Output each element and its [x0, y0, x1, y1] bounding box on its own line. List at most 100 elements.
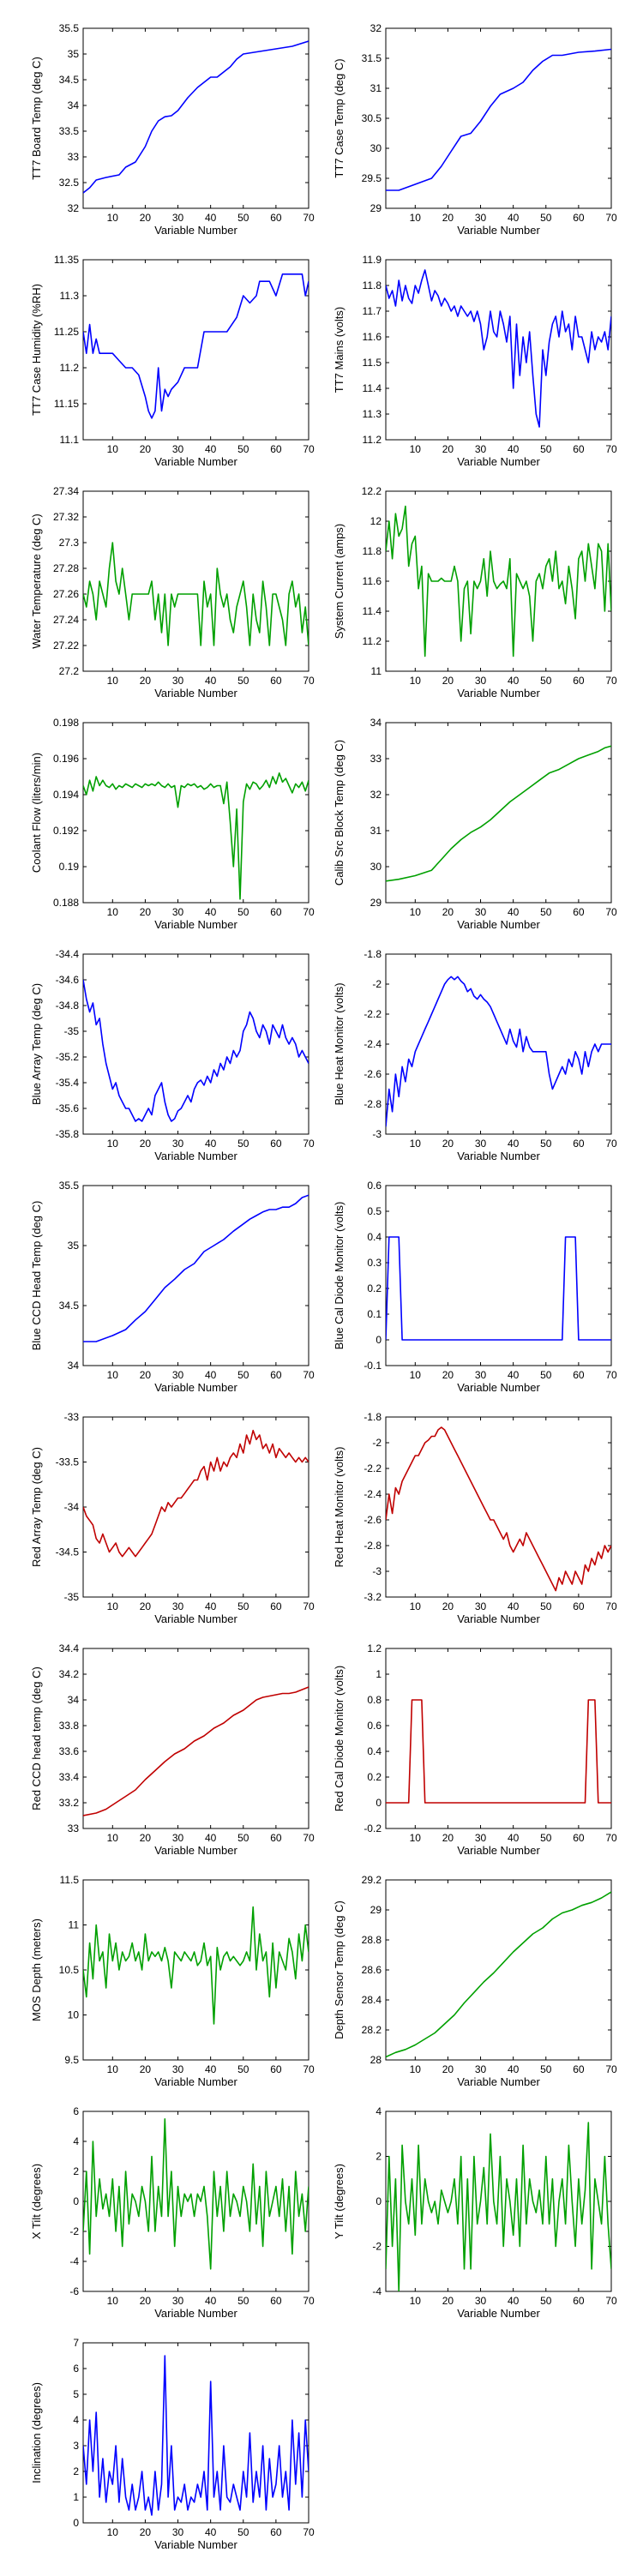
x-tick-label: 10: [410, 1369, 422, 1381]
x-axis-label: Variable Number: [154, 224, 237, 237]
y-tick-label: 0.2: [367, 1771, 382, 1783]
x-tick-label: 30: [475, 2063, 487, 2075]
x-tick-label: 40: [508, 212, 520, 224]
chart-19: 10 20 30 40 50 60 70 -6 -4 -2 0 2 4 6 Variable Number X…: [30, 2105, 315, 2320]
chart-14: 10 20 30 40 50 60 70 -3.2 -3 -2.8 -2.6 -2.4 -2.2 -2 -1…: [333, 1411, 617, 1625]
y-axis-label: Calib Src Block Temp (deg C): [333, 740, 346, 886]
y-tick-label: -0.2: [364, 1822, 382, 1834]
x-axis-label: Variable Number: [154, 2075, 237, 2088]
x-tick-label: 40: [508, 1600, 520, 1612]
x-tick-label: 30: [475, 443, 487, 455]
x-tick-label: 50: [237, 1832, 249, 1844]
x-axis-label: Variable Number: [457, 1150, 540, 1162]
y-tick-label: 0: [73, 2517, 79, 2529]
x-tick-label: 30: [172, 212, 184, 224]
x-tick-label: 30: [172, 2526, 184, 2538]
y-axis-label: X Tilt (degrees): [30, 2164, 43, 2239]
y-axis-label: TT7 Case Humidity (%RH): [30, 284, 43, 416]
x-axis-label: Variable Number: [154, 918, 237, 931]
plot-frame: [82, 722, 309, 904]
x-tick-label: 30: [172, 443, 184, 455]
y-tick-label: 11.35: [54, 254, 79, 266]
chart-5: 10 20 30 40 50 60 70 27.2 27.22 27.24 27.26 27.28 27…: [30, 485, 315, 700]
plot-frame: [82, 27, 309, 209]
x-tick-label: 70: [605, 212, 617, 224]
x-tick-label: 40: [508, 1369, 520, 1381]
x-tick-label: 70: [303, 1832, 315, 1844]
x-tick-label: 10: [107, 1138, 119, 1150]
x-tick-label: 20: [442, 1369, 454, 1381]
x-tick-label: 10: [410, 212, 422, 224]
y-tick-label: -4: [69, 2255, 79, 2267]
y-tick-label: -34.6: [56, 974, 80, 986]
y-tick-label: 11.3: [363, 408, 382, 420]
x-tick-label: 50: [237, 2063, 249, 2075]
chart-1: 10 20 30 40 50 60 70 32 32.5 33 33.5 34 34.5 35 35.5 Va…: [30, 22, 315, 237]
x-tick-label: 30: [475, 1138, 487, 1150]
y-tick-label: 34.2: [59, 1668, 80, 1680]
y-tick-label: 0.198: [53, 717, 79, 729]
x-tick-label: 70: [303, 443, 315, 455]
x-tick-label: 50: [237, 212, 249, 224]
series-line: [386, 745, 611, 882]
series-line: [83, 2355, 309, 2516]
x-tick-label: 50: [540, 906, 552, 918]
y-tick-label: -33.5: [56, 1456, 80, 1468]
x-tick-label: 20: [442, 1600, 454, 1612]
x-tick-label: 30: [172, 675, 184, 687]
y-tick-label: -0.1: [364, 1360, 382, 1372]
chart-7: 10 20 30 40 50 60 70 0.188 0.19 0.192 0.194 0.196 0.…: [30, 717, 315, 931]
y-tick-label: 28: [370, 2054, 382, 2066]
x-tick-label: 10: [410, 906, 422, 918]
x-tick-label: 10: [410, 675, 422, 687]
y-tick-label: -1.8: [364, 1411, 382, 1423]
x-tick-label: 60: [573, 2295, 585, 2307]
x-tick-label: 60: [270, 1832, 282, 1844]
x-tick-label: 70: [605, 2063, 617, 2075]
y-tick-label: 35.5: [59, 1180, 80, 1192]
y-axis-label: Red Cal Diode Monitor (volts): [333, 1666, 346, 1812]
x-axis-label: Variable Number: [457, 455, 540, 468]
plot-frame: [385, 27, 612, 209]
y-tick-label: 10: [68, 2009, 80, 2021]
y-tick-label: -2.4: [364, 1038, 382, 1050]
y-axis-label: Blue Array Temp (deg C): [30, 983, 43, 1105]
x-tick-label: 10: [107, 2526, 119, 2538]
y-tick-label: 11.7: [363, 305, 382, 317]
chart-2: 10 20 30 40 50 60 70 29 29.5 30 30.5 31 31.5 32 Variab…: [333, 22, 617, 237]
y-tick-label: -1.8: [364, 948, 382, 960]
x-tick-label: 40: [508, 906, 520, 918]
plot-frame: [82, 490, 309, 672]
x-tick-label: 60: [270, 1600, 282, 1612]
plot-frame: [82, 953, 309, 1135]
y-tick-label: 0.6: [367, 1180, 382, 1192]
y-tick-label: 7: [73, 2337, 79, 2349]
y-tick-label: 32.5: [59, 177, 80, 189]
x-axis-label: Variable Number: [154, 687, 237, 700]
x-tick-label: 20: [442, 443, 454, 455]
y-tick-label: 27.32: [53, 511, 79, 523]
x-tick-label: 30: [475, 2295, 487, 2307]
plot-frame: [385, 1185, 612, 1366]
chart-20: 10 20 30 40 50 60 70 -4 -2 0 2 4 Variable Number Y Ti…: [333, 2105, 617, 2320]
y-tick-label: 27.26: [53, 588, 79, 600]
series-line: [83, 273, 309, 419]
y-tick-label: -2.8: [364, 1098, 382, 1110]
y-tick-label: 33.6: [59, 1745, 80, 1757]
y-tick-label: 12.2: [362, 485, 382, 497]
x-tick-label: 10: [107, 1600, 119, 1612]
x-tick-label: 60: [270, 675, 282, 687]
x-axis-label: Variable Number: [457, 2307, 540, 2320]
x-axis-label: Variable Number: [457, 1381, 540, 1394]
y-tick-label: 33: [68, 1822, 80, 1834]
x-tick-label: 50: [237, 443, 249, 455]
y-tick-label: 2: [73, 2465, 79, 2477]
x-tick-label: 10: [107, 906, 119, 918]
x-tick-label: 30: [172, 1138, 184, 1150]
y-tick-label: 27.28: [53, 562, 79, 574]
y-tick-label: 30: [370, 861, 382, 873]
y-tick-label: 1: [376, 1668, 382, 1680]
y-tick-label: 29: [370, 897, 382, 909]
